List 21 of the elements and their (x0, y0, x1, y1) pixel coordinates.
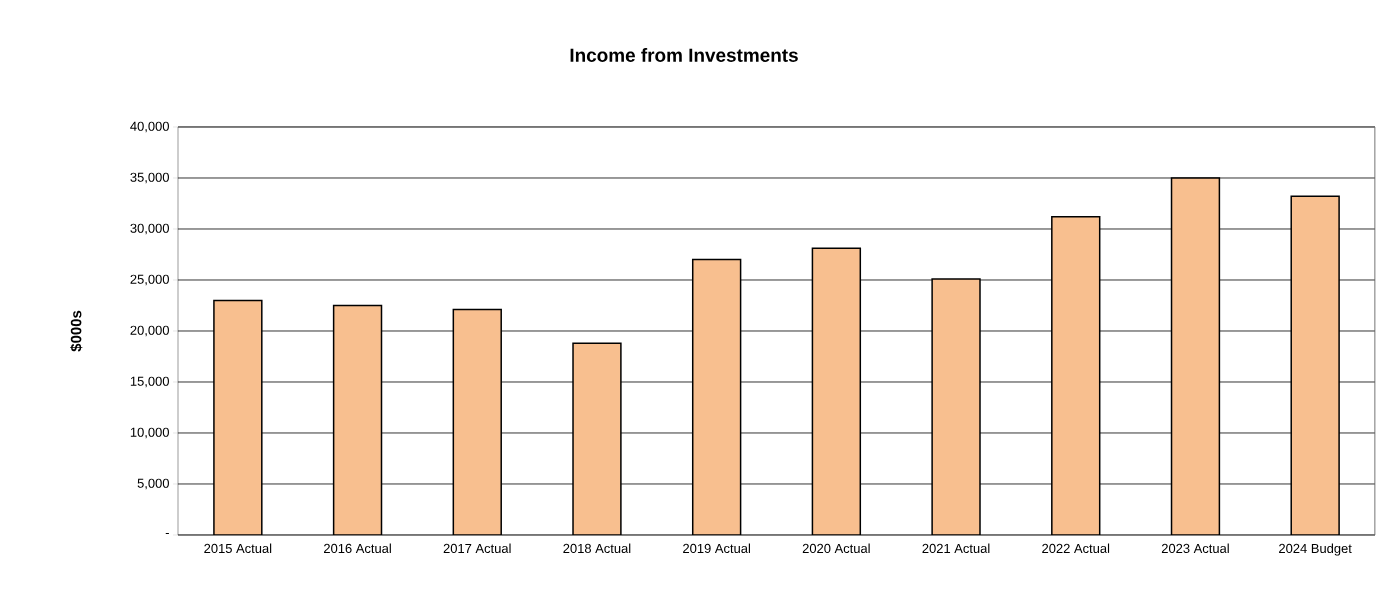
y-tick-label: 15,000 (130, 376, 169, 388)
x-tick-label: 2024 Budget (1279, 543, 1352, 556)
x-tick-label: 2016 Actual (324, 543, 391, 554)
x-tick-label: 2023 Actual (1161, 543, 1229, 554)
y-tick-label: - (165, 533, 169, 535)
y-tick-label: 40,000 (130, 121, 169, 133)
y-tick-label: 30,000 (130, 223, 169, 235)
y-tick-label: 35,000 (130, 172, 169, 184)
x-tick-label: 2015 Actual (204, 543, 272, 554)
x-tick-label: 2019 Actual (683, 543, 750, 554)
x-tick-label: 2017 Actual (443, 543, 511, 554)
x-tick-label: 2020 Actual (802, 543, 870, 554)
y-tick-label: 5,000 (137, 478, 169, 490)
x-tick-label: 2022 Actual (1042, 543, 1110, 554)
chart-title: Income from Investments (570, 48, 798, 62)
y-tick-label: 20,000 (130, 325, 169, 337)
x-tick-label: 2018 Actual (563, 543, 631, 554)
y-axis-title: $000s (70, 310, 83, 352)
y-tick-label: 10,000 (130, 427, 169, 439)
y-tick-label: 25,000 (130, 274, 169, 286)
x-tick-label: 2021 Actual (922, 543, 990, 554)
